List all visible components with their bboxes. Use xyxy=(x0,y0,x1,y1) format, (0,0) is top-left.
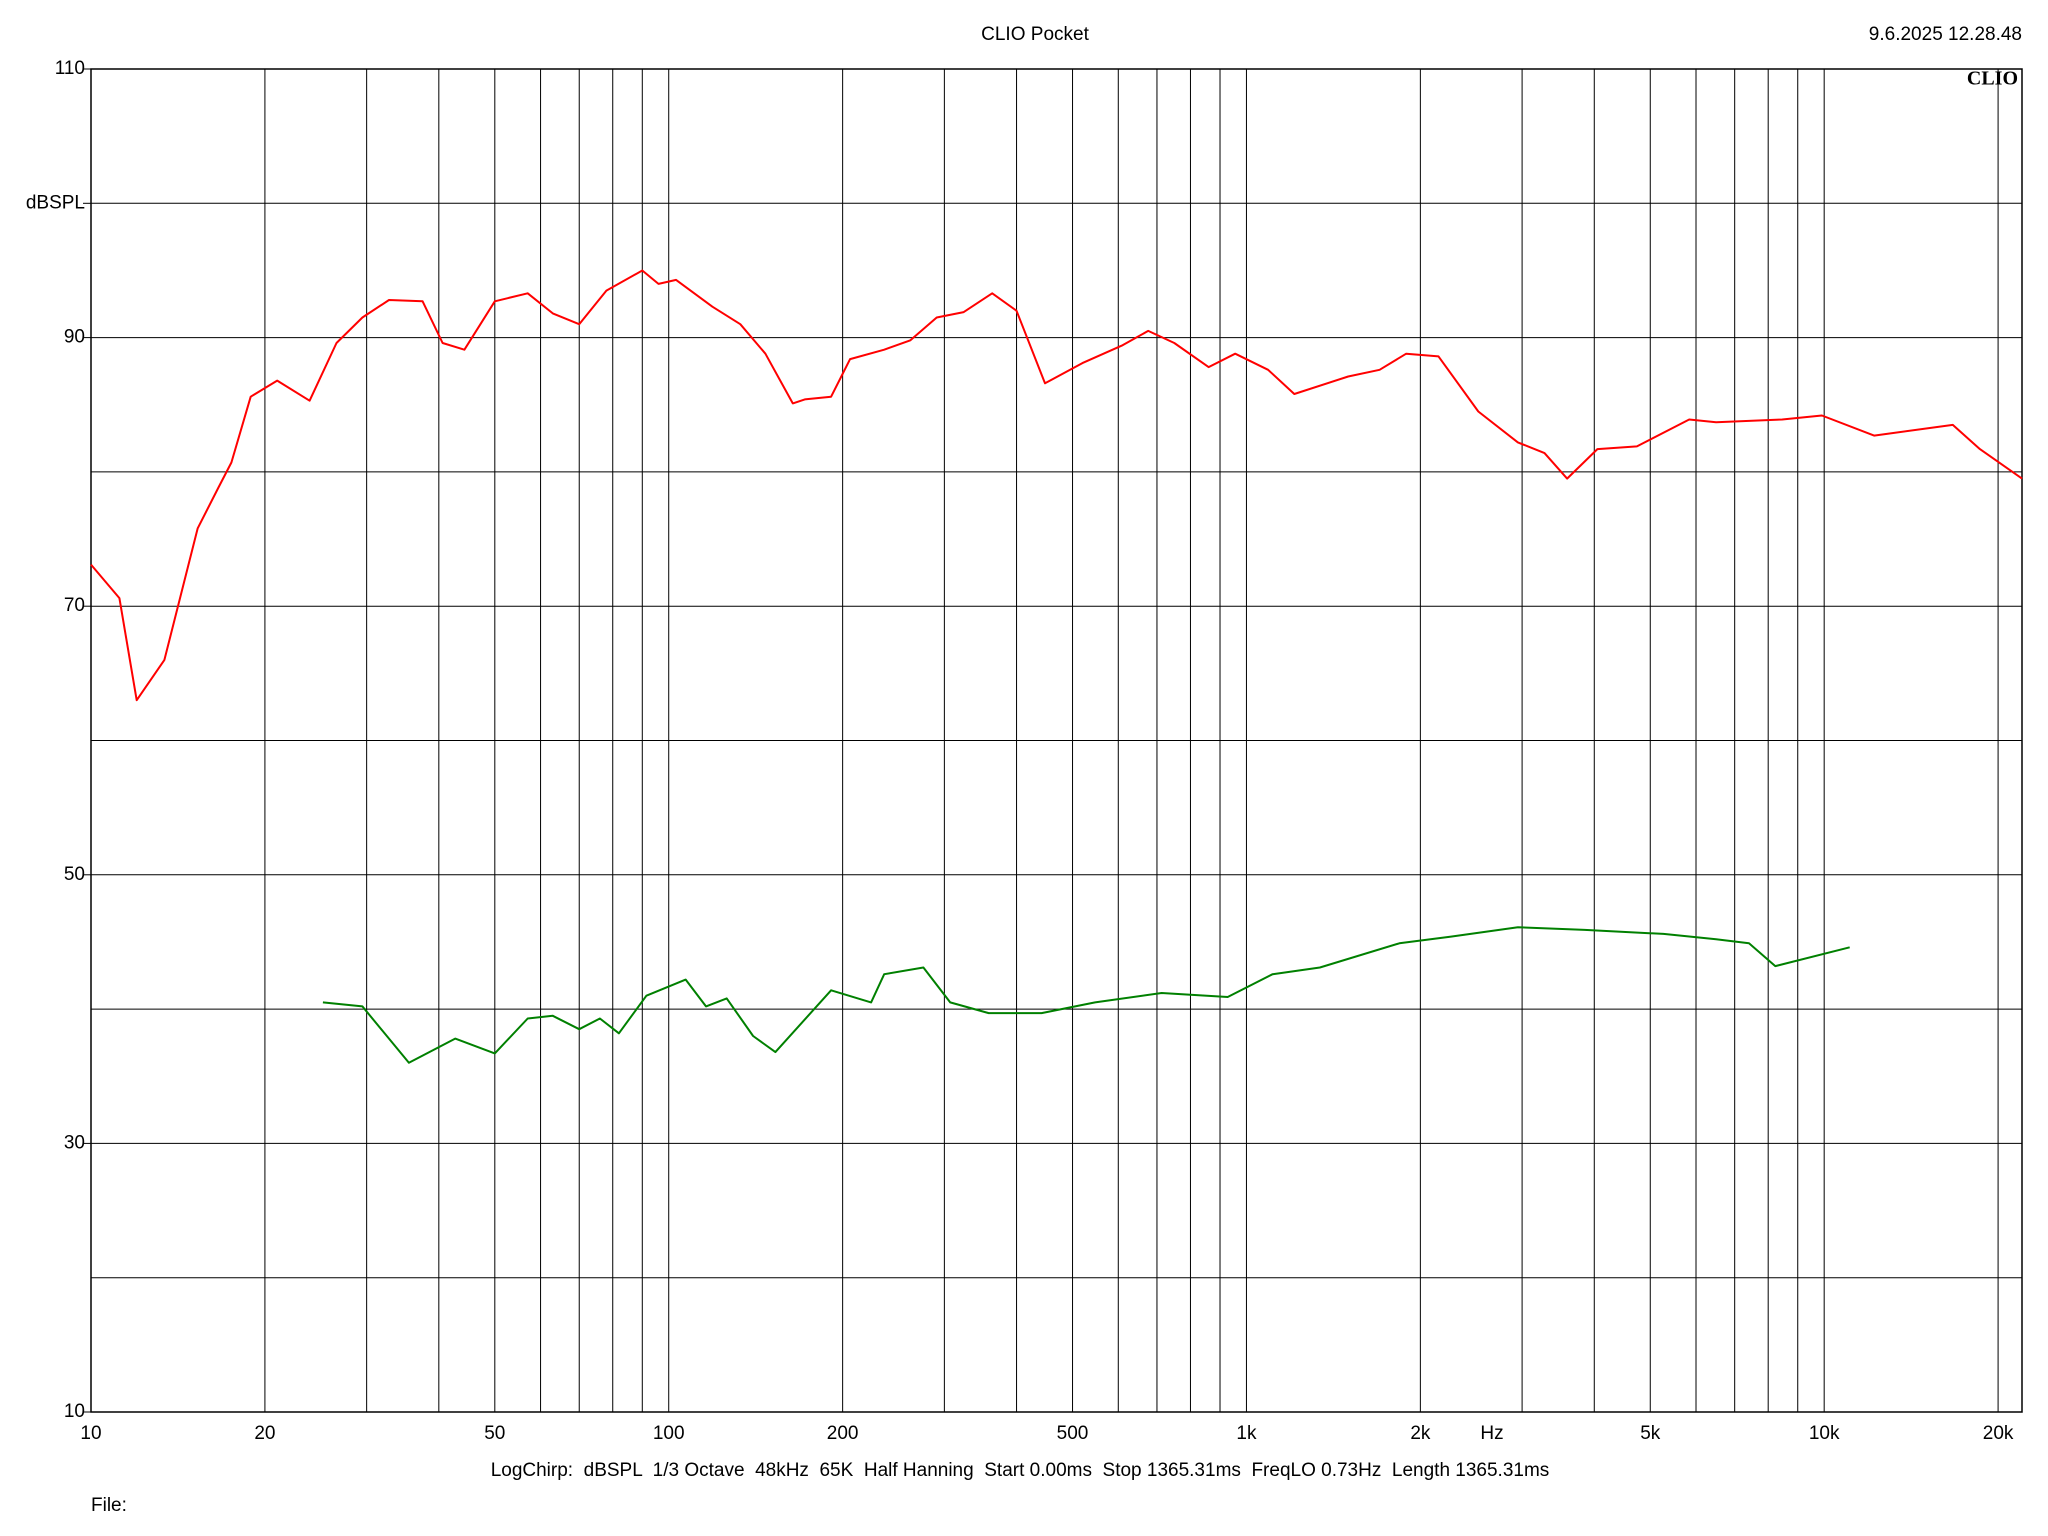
y-tick-label: 50 xyxy=(64,864,85,885)
footer: LogChirp: dBSPL 1/3 Octave 48kHz 65K Hal… xyxy=(491,1460,1550,1481)
x-tick-label: 500 xyxy=(1057,1423,1089,1444)
x-axis-label: Hz xyxy=(1480,1423,1503,1444)
series-line xyxy=(322,926,1850,1064)
y-tick-label: 70 xyxy=(64,595,85,616)
y-tick-label: 30 xyxy=(64,1132,85,1153)
logo: CLIO xyxy=(1967,68,2018,90)
x-tick-label: 20k xyxy=(1983,1423,2014,1444)
x-tick-label: 20 xyxy=(254,1423,275,1444)
x-tick-label: 100 xyxy=(653,1423,685,1444)
y-tick-label: dBSPL xyxy=(26,192,85,213)
x-tick-label: 1k xyxy=(1236,1423,1257,1444)
timestamp: 9.6.2025 12.28.48 xyxy=(1869,24,2022,45)
series-line xyxy=(90,269,2023,702)
y-tick-label: 10 xyxy=(64,1401,85,1422)
x-tick-label: 200 xyxy=(827,1423,859,1444)
plot-frame xyxy=(90,68,2023,1413)
file-label: File: xyxy=(91,1495,127,1516)
chart-title: CLIO Pocket xyxy=(981,24,1089,45)
x-tick-label: 10k xyxy=(1809,1423,1840,1444)
x-tick-label: 5k xyxy=(1640,1423,1661,1444)
x-tick-label: 10 xyxy=(80,1423,101,1444)
x-tick-label: 50 xyxy=(484,1423,505,1444)
y-tick-label: 110 xyxy=(55,58,85,79)
y-tick-label: 90 xyxy=(64,327,85,348)
x-tick-label: 2k xyxy=(1410,1423,1431,1444)
